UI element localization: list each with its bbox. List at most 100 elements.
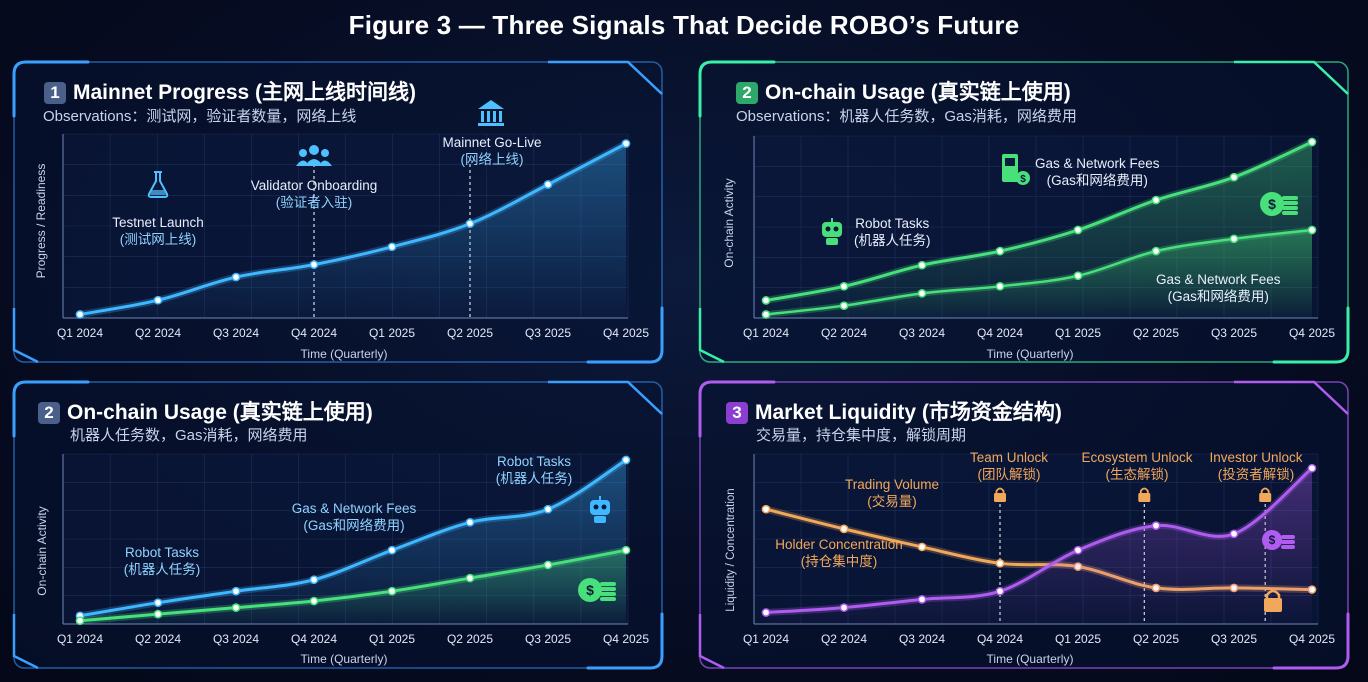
frame-glow-corner	[12, 60, 664, 364]
x-tick-label: Q1 2025	[368, 632, 416, 646]
annotation-holder-concentration: Holder Concentration (持仓集中度)	[775, 536, 903, 570]
user-head	[309, 145, 319, 155]
series-line	[78, 548, 628, 623]
x-tick-label: Q1 2024	[56, 632, 104, 646]
annotation-trading-volume: Trading Volume (交易量)	[845, 476, 939, 510]
data-point	[387, 545, 397, 555]
annotation-label-cn: (Gas和网络费用)	[303, 518, 405, 533]
panel-title-text: On-chain Usage (真实链上使用)	[765, 81, 1071, 104]
figure-title: Figure 3 — Three Signals That Decide ROB…	[348, 10, 1020, 40]
x-axis-label: Time (Quarterly)	[986, 347, 1074, 361]
data-point	[543, 560, 553, 570]
series-area	[766, 230, 1312, 318]
x-tick-label: Q3 2025	[1210, 632, 1258, 646]
mainnet-progress-chart	[12, 60, 664, 364]
robot-head	[590, 500, 610, 515]
x-tick-label: Q4 2025	[1288, 326, 1336, 340]
data-point	[621, 139, 631, 148]
data-point	[917, 260, 927, 270]
frame-glow-edge	[548, 380, 663, 415]
market-liquidity-chart: $	[698, 380, 1350, 670]
coin-stack	[1282, 211, 1298, 215]
data-point	[153, 609, 163, 619]
panel-badge: 2	[736, 82, 758, 104]
x-axis-label: Time (Quarterly)	[300, 347, 388, 361]
panel-badge: 3	[726, 402, 748, 424]
annotation-label: Testnet Launch	[112, 215, 204, 230]
data-point	[465, 219, 475, 229]
robot-eye	[833, 226, 839, 232]
series-area	[80, 550, 626, 624]
data-point	[465, 517, 475, 527]
coin-stack	[600, 592, 616, 596]
data-point	[231, 272, 241, 282]
panel-subtitle: Observations：测试网，验证者数量，网络上线	[43, 108, 357, 125]
annotation-label-cn: (机器人任务)	[123, 562, 201, 577]
x-tick-label: Q1 2024	[742, 326, 790, 340]
user-body	[305, 159, 323, 166]
dollar-coins-icon: $	[578, 578, 616, 602]
data-point	[387, 586, 397, 596]
data-point	[1151, 246, 1161, 256]
onchain-usage-chart-top: $$	[698, 60, 1350, 364]
annotation-gas-fees-lower: Gas & Network Fees (Gas和网络费用)	[1156, 271, 1281, 305]
data-point	[543, 504, 553, 514]
x-tick-label: Q4 2024	[976, 632, 1024, 646]
series-line	[764, 228, 1314, 316]
robot-eye	[825, 226, 831, 232]
coin-stack	[600, 597, 616, 601]
annotation-mainnet-go-live: Mainnet Go-Live (网络上线)	[442, 134, 541, 168]
data-point	[1073, 545, 1083, 555]
frame-glow-edge	[12, 308, 39, 364]
frame-glow-corner	[698, 380, 1350, 670]
panel-mainnet-progress: 1 Mainnet Progress (主网上线时间线) Observations…	[8, 56, 668, 368]
panel-onchain-usage-bottom: $ 2 On-chain Usage (真实链上使用) 机器人任务数，Gas消耗，…	[8, 376, 668, 674]
x-tick-label: Q2 2025	[1132, 326, 1180, 340]
coin	[1016, 171, 1030, 185]
coin-stack	[600, 587, 616, 591]
panel-title-text: On-chain Usage (真实链上使用)	[67, 401, 373, 424]
x-tick-label: Q4 2025	[602, 632, 650, 646]
panel-subtitle: 机器人任务数，Gas消耗，网络费用	[70, 427, 308, 444]
x-tick-label: Q2 2024	[134, 326, 182, 340]
panel-title: 1 Mainnet Progress (主网上线时间线)	[44, 76, 416, 106]
lock-shackle	[1260, 487, 1270, 493]
panel-badge: 1	[44, 82, 66, 104]
x-tick-label: Q4 2024	[290, 326, 338, 340]
user-head	[299, 149, 307, 157]
dollar-coins-icon: $	[1260, 192, 1298, 216]
panel-market-liquidity: $ 3 Market Liquidity (市场资金结构) 交易量，持仓集中度，解…	[694, 376, 1354, 674]
robot-eye	[601, 504, 607, 510]
x-tick-label: Q2 2025	[446, 326, 494, 340]
frame-glow-edge	[548, 60, 663, 95]
panel-badge: 2	[38, 402, 60, 424]
x-tick-label: Q4 2025	[602, 326, 650, 340]
x-tick-label: Q2 2025	[1132, 632, 1180, 646]
data-point	[75, 616, 85, 626]
data-point	[1073, 225, 1083, 235]
data-point	[1151, 195, 1161, 205]
coin-stack	[1281, 545, 1295, 549]
annotation-label-cn: (网络上线)	[460, 152, 524, 167]
data-point	[995, 558, 1005, 568]
data-point	[995, 586, 1005, 596]
dollar-coins-icon: $	[1262, 530, 1295, 550]
annotation-label: Mainnet Go-Live	[442, 135, 542, 150]
x-tick-label: Q2 2025	[446, 632, 494, 646]
annotation-label-cn: (机器人任务)	[854, 233, 931, 248]
y-axis-label: On-chain Activity	[722, 178, 736, 268]
annotation-label-cn: (验证者入驻)	[275, 195, 353, 210]
onchain-usage-chart-bottom: $	[12, 380, 664, 670]
data-point	[309, 260, 319, 269]
data-point	[995, 281, 1005, 291]
data-point	[761, 310, 771, 319]
frame-glow-edge	[698, 308, 725, 364]
coin-front	[1262, 530, 1282, 550]
robot-icon	[590, 496, 610, 523]
coin-stack	[1282, 206, 1298, 210]
annotation-label: Ecosystem Unlock	[1081, 450, 1193, 465]
frame-glow-edge	[1234, 380, 1349, 415]
bank-column	[487, 111, 490, 122]
data-point	[839, 281, 849, 291]
annotation-gas-fees-upper: Gas & Network Fees (Gas和网络费用)	[1035, 155, 1160, 189]
